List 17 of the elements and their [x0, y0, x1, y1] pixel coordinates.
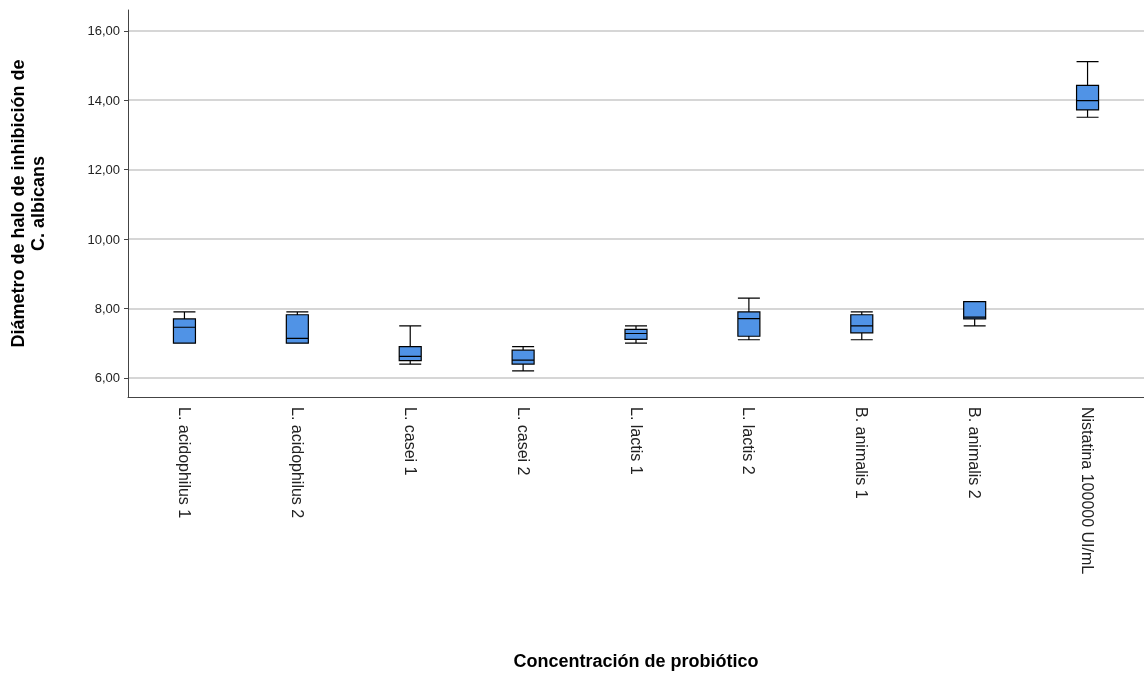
- x-tick-label: B. animalis 1: [853, 407, 871, 499]
- x-axis-title: Concentración de probiótico: [513, 651, 759, 671]
- y-tick-label: 8,00: [94, 300, 120, 316]
- x-tick-label: L. acidophilus 2: [288, 407, 306, 519]
- x-tick-label: Nistatina 100000 UI/mL: [1079, 407, 1097, 575]
- x-tick-label: B. animalis 2: [966, 407, 984, 499]
- y-tick-label: 12,00: [87, 162, 120, 178]
- x-tick-label: L. casei 2: [514, 407, 532, 476]
- x-tick-label: L. acidophilus 1: [175, 407, 193, 519]
- y-tick-label: 10,00: [87, 231, 120, 247]
- y-tick-label: 6,00: [94, 370, 120, 386]
- y-tick-label: 16,00: [87, 23, 120, 39]
- y-tick-label: 14,00: [87, 92, 120, 108]
- y-axis-title: Diámetro de halo de inhibición de C. albicans: [8, 59, 48, 348]
- x-tick-label: L. casei 1: [401, 407, 419, 476]
- x-tick-label: L. lactis 2: [740, 407, 758, 475]
- x-tick-label: L. lactis 1: [627, 407, 645, 475]
